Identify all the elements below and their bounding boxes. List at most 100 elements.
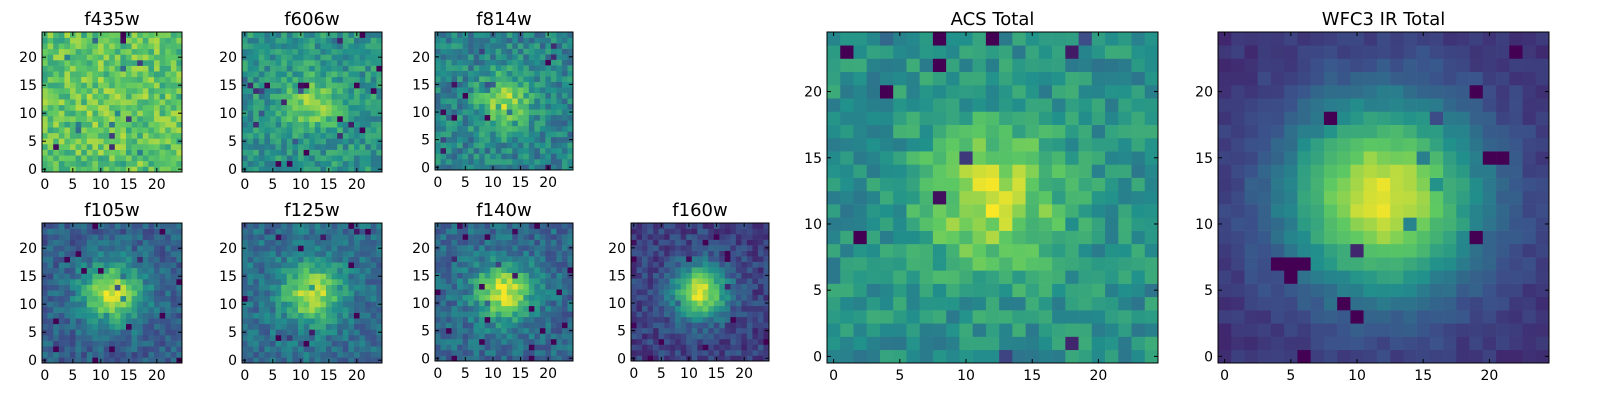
heatmap-cell (137, 99, 144, 106)
heatmap-cell (42, 228, 48, 235)
heatmap-cell (757, 223, 764, 229)
heatmap-cell (550, 283, 557, 290)
heatmap-cell (242, 318, 248, 325)
heatmap-cell (53, 82, 60, 89)
heatmap-cell (893, 283, 907, 298)
heatmap-cell (473, 349, 480, 356)
heatmap-cell (658, 300, 665, 307)
heatmap-cell (359, 239, 366, 246)
heatmap-cell (435, 311, 441, 318)
heatmap-cell (501, 76, 508, 82)
x-tick-label: 15 (120, 177, 138, 193)
heatmap-cell (292, 273, 299, 280)
heatmap-cell (98, 335, 104, 341)
heatmap-cell (58, 76, 65, 83)
heatmap-cell (303, 351, 310, 358)
heatmap-cell (98, 267, 104, 274)
heatmap-cell (866, 270, 881, 284)
panel-title: f125w (284, 200, 339, 221)
heatmap-cell (528, 261, 535, 268)
heatmap-cell (528, 327, 535, 334)
heatmap-cell (253, 239, 260, 246)
heatmap-cell (303, 234, 310, 241)
heatmap-cell (523, 228, 530, 235)
heatmap-cell (81, 132, 88, 139)
heatmap-cell (81, 335, 88, 341)
heatmap-cell (462, 65, 469, 71)
heatmap-cell (359, 357, 366, 364)
heatmap-cell (98, 93, 104, 100)
heatmap-cell (528, 338, 535, 345)
heatmap-cell (264, 239, 271, 246)
heatmap-cell (142, 127, 149, 134)
x-axis: 0 5 10 15 20 (40, 223, 166, 384)
heatmap-cell (642, 278, 648, 285)
heatmap-cell (457, 114, 463, 121)
heatmap-cell (86, 132, 93, 139)
heatmap-cell (320, 340, 327, 347)
heatmap-cell (999, 177, 1013, 192)
heatmap-cell (337, 121, 344, 128)
heatmap-cell (490, 54, 497, 60)
heatmap-cell (354, 82, 360, 89)
heatmap-cell (281, 329, 288, 336)
heatmap-cell (126, 351, 132, 358)
heatmap-cell (462, 54, 469, 60)
heatmap-cell (631, 228, 637, 235)
heatmap-cell (724, 327, 731, 334)
heatmap-cell (669, 250, 676, 257)
heatmap-cell (314, 295, 321, 302)
heatmap-cell (159, 127, 166, 134)
heatmap-cell (479, 311, 485, 318)
heatmap-cell (247, 32, 254, 38)
heatmap-cell (75, 37, 82, 44)
heatmap-cell (462, 48, 469, 55)
heatmap-cell (86, 279, 93, 285)
heatmap-cell (331, 88, 338, 94)
heatmap-cell (451, 272, 458, 279)
heatmap-cell (517, 158, 524, 165)
heatmap-cell (1144, 283, 1159, 298)
heatmap-cell (176, 37, 183, 44)
heatmap-cell (763, 322, 770, 329)
heatmap-cell (258, 121, 265, 128)
heatmap-cell (763, 316, 770, 323)
heatmap-cell (154, 279, 160, 285)
heatmap-cell (528, 59, 535, 66)
heatmap-cell (270, 329, 276, 336)
heatmap-cell (730, 228, 737, 235)
heatmap-cell (462, 316, 469, 323)
heatmap-cell (561, 76, 568, 82)
heatmap-cell (702, 322, 709, 329)
heatmap-cell (131, 239, 138, 246)
heatmap-cell (258, 351, 265, 358)
heatmap-cell (253, 93, 260, 100)
heatmap-cell (70, 312, 76, 319)
heatmap-cell (58, 329, 65, 336)
heatmap-cell (1091, 310, 1106, 324)
heatmap-cell (501, 245, 508, 251)
heatmap-cell (331, 116, 338, 122)
heatmap-cell (440, 136, 447, 143)
heatmap-cell (539, 65, 546, 71)
heatmap-cell (264, 301, 271, 308)
heatmap-cell (985, 190, 1000, 205)
heatmap-cell (567, 92, 574, 99)
heatmap-cell (708, 234, 715, 240)
heatmap-cell (286, 104, 293, 111)
heatmap-cell (647, 344, 654, 351)
heatmap-cell (490, 98, 497, 105)
heatmap-cell (342, 234, 349, 241)
heatmap-cell (242, 262, 248, 269)
heatmap-cell (120, 138, 127, 145)
heatmap-cell (58, 99, 65, 106)
heatmap-cell (298, 149, 304, 156)
heatmap-cell (528, 131, 535, 138)
heatmap-cell (253, 262, 260, 269)
heatmap-cell (303, 65, 310, 72)
heatmap-cell (309, 88, 316, 94)
heatmap-cell (561, 136, 568, 143)
heatmap-cell (972, 270, 987, 284)
heatmap-cell (702, 239, 709, 246)
heatmap-cell (281, 284, 288, 291)
